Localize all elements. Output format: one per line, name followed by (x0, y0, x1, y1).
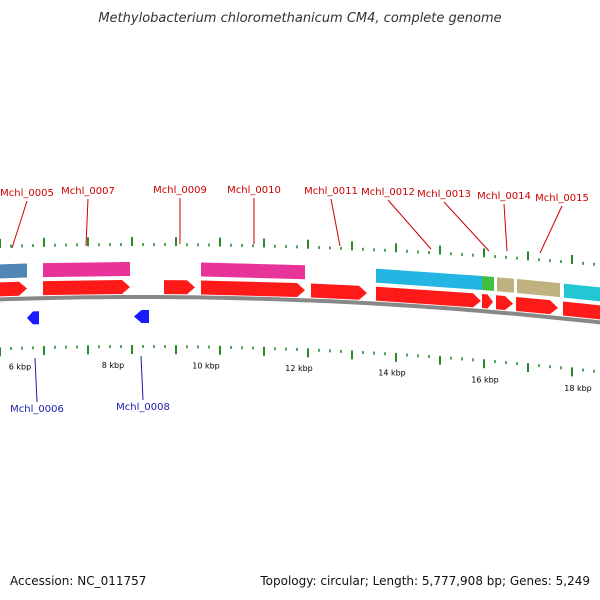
forward-cds-arrow (311, 283, 367, 300)
genome-backbone (0, 295, 600, 325)
gene-label: Mchl_0014 (477, 191, 531, 202)
accession-label: Accession: NC_011757 (10, 574, 147, 588)
scale-labels: 6 kbp 8 kbp 10 kbp 12 kbp 14 kbp 16 kbp 18 kbp (9, 361, 592, 393)
gene-label: Mchl_0006 (10, 404, 64, 415)
gene-label: Mchl_0007 (61, 186, 115, 197)
cds-track (0, 280, 600, 325)
forward-cds-arrow (201, 280, 305, 297)
forward-cds-arrow (0, 281, 27, 297)
callout-line (443, 201, 490, 252)
category-block (43, 262, 130, 278)
gene-callouts: Mchl_0005 Mchl_0006 Mchl_0007 Mchl_0008 Mchl… (0, 185, 589, 415)
scale-label: 6 kbp (9, 363, 31, 372)
callout-line (85, 198, 89, 247)
callout-line (539, 205, 563, 254)
category-block (564, 283, 600, 302)
backbone-line (0, 295, 600, 325)
category-block (517, 279, 560, 298)
function-category-track (0, 262, 600, 302)
scale-label: 14 kbp (378, 369, 406, 378)
gene-label: Mchl_0010 (227, 185, 281, 196)
callout-line (11, 200, 28, 249)
scale-label: 16 kbp (471, 375, 499, 384)
forward-cds-arrow (376, 286, 481, 308)
tick-marks (0, 237, 595, 377)
reverse-cds-arrow (134, 310, 149, 324)
callout-line (330, 198, 341, 247)
gene-label: Mchl_0011 (304, 186, 358, 197)
category-block (482, 276, 494, 292)
category-block (201, 262, 305, 280)
scale-label: 8 kbp (102, 361, 124, 370)
scale-label: 18 kbp (564, 384, 592, 393)
callout-line (387, 199, 432, 250)
gene-label: Mchl_0008 (116, 402, 170, 413)
forward-cds-arrow (164, 280, 195, 295)
gene-label: Mchl_0013 (417, 189, 471, 200)
map-title: Methylobacterium chloromethanicum CM4, c… (98, 11, 501, 26)
scale-label: 12 kbp (285, 364, 313, 373)
category-block (376, 268, 482, 291)
category-block (0, 263, 27, 279)
category-block (497, 277, 514, 293)
scale-label: 10 kbp (192, 362, 220, 371)
callout-line (140, 355, 144, 401)
forward-cds-arrow (482, 294, 493, 309)
genome-summary: Topology: circular; Length: 5,777,908 bp… (260, 574, 590, 588)
gene-label: Mchl_0009 (153, 185, 207, 196)
callout-line (34, 357, 38, 403)
forward-cds-arrow (563, 301, 600, 320)
callout-line (503, 203, 508, 252)
gene-label: Mchl_0012 (361, 187, 415, 198)
gene-label: Mchl_0005 (0, 188, 54, 199)
forward-cds-arrow (496, 295, 513, 310)
gene-label: Mchl_0015 (535, 193, 589, 204)
forward-cds-arrow (516, 296, 558, 315)
reverse-cds-arrow (27, 311, 39, 325)
forward-cds-arrow (43, 280, 130, 296)
